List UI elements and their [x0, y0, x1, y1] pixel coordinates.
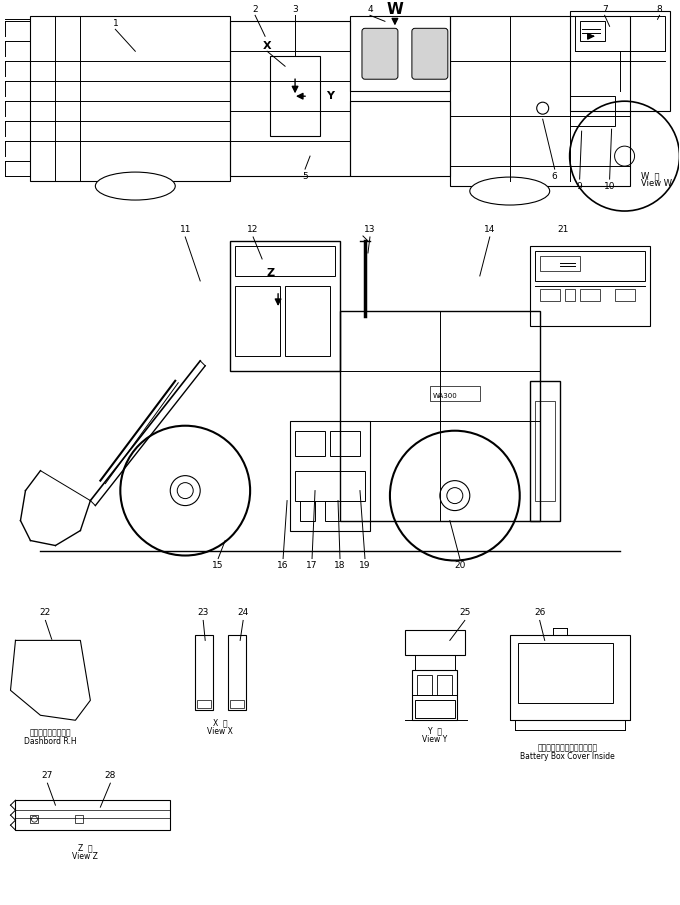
- Text: 15: 15: [212, 561, 224, 570]
- Text: 20: 20: [454, 561, 466, 570]
- Text: Z  視: Z 視: [78, 843, 92, 853]
- Text: W: W: [386, 2, 403, 17]
- Text: W  視: W 視: [641, 172, 659, 181]
- Bar: [575, 16, 664, 52]
- Bar: [534, 251, 645, 281]
- Text: Y: Y: [326, 91, 334, 101]
- Bar: [415, 655, 455, 671]
- Text: 2: 2: [252, 5, 258, 14]
- Bar: [412, 671, 457, 720]
- Bar: [570, 12, 670, 111]
- Bar: [570, 96, 615, 126]
- Ellipse shape: [470, 177, 549, 205]
- Bar: [16, 810, 170, 818]
- Text: 5: 5: [302, 172, 308, 181]
- Text: 25: 25: [459, 608, 471, 617]
- Bar: [417, 675, 432, 695]
- Text: Battery Box Cover Inside: Battery Box Cover Inside: [520, 752, 615, 761]
- Bar: [230, 700, 244, 709]
- Text: 24: 24: [237, 608, 249, 617]
- Bar: [530, 246, 649, 326]
- Text: 22: 22: [40, 608, 51, 617]
- Bar: [270, 56, 320, 136]
- Ellipse shape: [95, 172, 175, 200]
- Text: 9: 9: [577, 182, 583, 191]
- Bar: [350, 16, 450, 91]
- Bar: [235, 246, 335, 276]
- Bar: [540, 289, 560, 300]
- Text: 10: 10: [604, 182, 615, 191]
- Text: WA300: WA300: [432, 393, 457, 399]
- Polygon shape: [10, 641, 90, 720]
- Text: ダッシュボード右側: ダッシュボード右側: [30, 729, 71, 738]
- Text: 23: 23: [197, 608, 209, 617]
- Bar: [31, 16, 230, 181]
- Bar: [430, 386, 480, 401]
- Bar: [228, 635, 246, 710]
- Text: X  視: X 視: [213, 719, 228, 728]
- Text: 8: 8: [657, 5, 662, 14]
- Bar: [235, 286, 280, 356]
- Bar: [285, 286, 330, 356]
- Bar: [517, 643, 613, 703]
- Bar: [530, 381, 560, 520]
- Text: 13: 13: [364, 224, 376, 233]
- Bar: [230, 22, 350, 176]
- Text: X: X: [262, 42, 271, 52]
- Text: 14: 14: [484, 224, 496, 233]
- Text: View X: View X: [207, 727, 233, 736]
- Bar: [325, 500, 340, 520]
- Text: 6: 6: [551, 172, 558, 181]
- Text: バッテリボックスカバー内側: バッテリボックスカバー内側: [538, 744, 598, 753]
- Text: 21: 21: [557, 224, 568, 233]
- Bar: [564, 289, 575, 300]
- Text: View W: View W: [641, 178, 672, 187]
- Bar: [16, 800, 170, 830]
- Bar: [340, 311, 540, 520]
- Bar: [230, 241, 340, 371]
- Bar: [75, 815, 84, 824]
- Text: 1: 1: [112, 19, 118, 28]
- FancyBboxPatch shape: [362, 28, 398, 80]
- Text: View Y: View Y: [422, 735, 447, 744]
- Text: 4: 4: [367, 5, 373, 14]
- Bar: [295, 471, 365, 500]
- Bar: [31, 815, 39, 824]
- Bar: [437, 675, 452, 695]
- Bar: [405, 631, 465, 655]
- Text: 7: 7: [602, 5, 607, 14]
- Bar: [615, 289, 634, 300]
- Text: 26: 26: [534, 608, 545, 617]
- Bar: [510, 635, 630, 720]
- Text: 12: 12: [248, 224, 259, 233]
- Bar: [197, 700, 211, 709]
- Text: 27: 27: [41, 771, 53, 780]
- Bar: [295, 431, 325, 455]
- Bar: [534, 401, 555, 500]
- Text: 16: 16: [277, 561, 289, 570]
- Bar: [330, 431, 360, 455]
- Bar: [350, 101, 450, 176]
- Bar: [450, 16, 630, 186]
- Text: Dashbord R.H: Dashbord R.H: [24, 737, 77, 746]
- Text: 17: 17: [306, 561, 318, 570]
- Bar: [579, 22, 605, 42]
- Bar: [540, 256, 579, 271]
- Bar: [300, 500, 315, 520]
- Text: 11: 11: [180, 224, 191, 233]
- Text: View Z: View Z: [73, 852, 99, 861]
- Text: 28: 28: [105, 771, 116, 780]
- Bar: [195, 635, 214, 710]
- Text: 19: 19: [359, 561, 371, 570]
- Bar: [415, 700, 455, 719]
- Text: 3: 3: [292, 5, 298, 14]
- Text: Y  視: Y 視: [428, 727, 442, 736]
- Bar: [579, 289, 600, 300]
- FancyBboxPatch shape: [412, 28, 448, 80]
- Bar: [290, 421, 370, 530]
- Text: Z: Z: [266, 268, 274, 278]
- Text: 18: 18: [335, 561, 345, 570]
